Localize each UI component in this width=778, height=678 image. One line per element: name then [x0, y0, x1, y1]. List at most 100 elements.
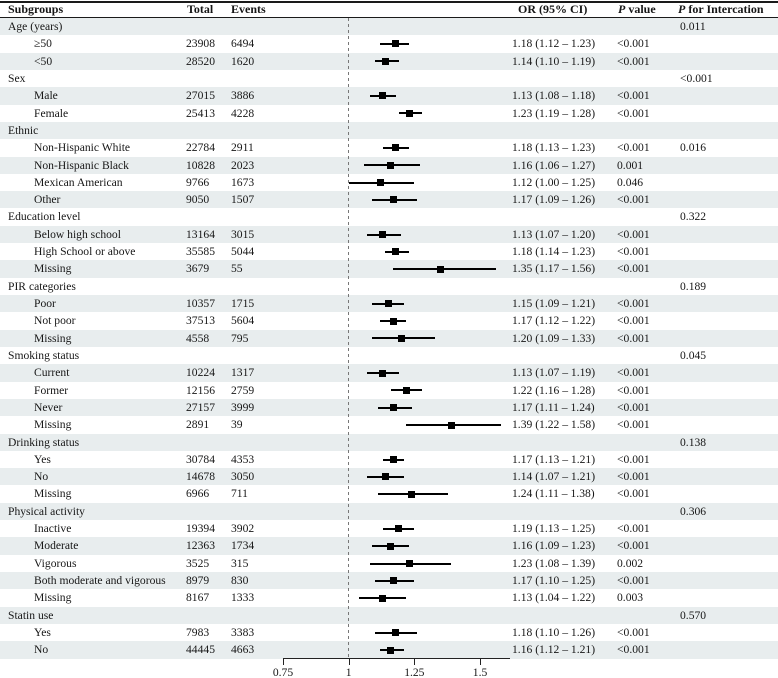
cell-total: 28520 [186, 54, 215, 68]
row-label: Non-Hispanic White [34, 141, 131, 155]
row-label: Age (years) [8, 20, 63, 33]
table-row: Non-Hispanic White 22784 2911 1.18 (1.13… [0, 139, 778, 156]
cell-events: 2759 [231, 383, 255, 397]
table-row: Moderate 12363 1734 1.16 (1.09 – 1.23) <… [0, 537, 778, 555]
row-label: Ethnic [8, 123, 39, 137]
cell-total: 8167 [186, 591, 210, 605]
table-row: Missing 4558 795 1.20 (1.09 – 1.33) <0.0… [0, 329, 778, 347]
cell-events: 830 [231, 574, 249, 587]
cell-p-value: <0.001 [617, 314, 650, 328]
row-label: Sex [8, 71, 26, 85]
table-row: Vigorous 3525 315 1.23 (1.08 – 1.39) 0.0… [0, 555, 778, 572]
cell-or-ci: 1.13 (1.04 – 1.22) [512, 591, 596, 605]
table-row: Both moderate and vigorous 8979 830 1.17… [0, 572, 778, 590]
cell-events: 6494 [231, 37, 255, 51]
cell-p-interaction: 0.306 [680, 504, 707, 518]
cell-events: 3015 [231, 227, 255, 241]
table-row: No 14678 3050 1.14 (1.07 – 1.21) <0.001 [0, 468, 778, 486]
table-row: Other 9050 1507 1.17 (1.09 – 1.26) <0.00… [0, 191, 778, 209]
row-label: Missing [34, 331, 72, 345]
cell-events: 2023 [231, 158, 255, 172]
cell-total: 4558 [186, 331, 210, 345]
cell-total: 10357 [186, 297, 215, 310]
cell-or-ci: 1.16 (1.12 – 1.21) [512, 643, 596, 657]
table-row: Physical activity 0.306 [0, 502, 778, 521]
row-label: Missing [34, 262, 72, 276]
cell-events: 39 [231, 418, 243, 432]
row-label: Smoking status [8, 348, 80, 362]
cell-total: 44445 [186, 643, 215, 657]
column-header-total: Total [187, 2, 214, 16]
table-row: Poor 10357 1715 1.15 (1.09 – 1.21) <0.00… [0, 295, 778, 313]
table-row: Ethnic [0, 121, 778, 140]
table-row: Male 27015 3886 1.13 (1.08 – 1.18) <0.00… [0, 87, 778, 105]
cell-p-value: <0.001 [617, 470, 650, 484]
row-label: Other [34, 193, 61, 207]
cell-total: 6966 [186, 487, 210, 501]
cell-events: 1333 [231, 591, 255, 605]
cell-or-ci: 1.35 (1.17 – 1.56) [512, 262, 596, 276]
cell-p-value: <0.001 [617, 245, 650, 259]
table-row: Yes 30784 4353 1.17 (1.13 – 1.21) <0.001 [0, 451, 778, 468]
column-header-p-interaction: P for Intercation [678, 2, 764, 16]
cell-p-value: <0.001 [617, 141, 650, 155]
table-row: Inactive 19394 3902 1.19 (1.13 – 1.25) <… [0, 520, 778, 537]
cell-p-value: <0.001 [617, 400, 650, 414]
cell-events: 1507 [231, 193, 255, 207]
cell-p-interaction: 0.189 [680, 279, 707, 293]
header-rule [0, 17, 778, 18]
axis-tick-label: 0.75 [272, 665, 294, 678]
cell-total: 9050 [186, 193, 210, 207]
cell-events: 4353 [231, 452, 255, 466]
cell-or-ci: 1.14 (1.10 – 1.19) [512, 54, 596, 68]
table-row: <50 28520 1620 1.14 (1.10 – 1.19) <0.001 [0, 52, 778, 70]
row-label: High School or above [34, 245, 136, 259]
cell-or-ci: 1.16 (1.06 – 1.27) [512, 158, 596, 172]
cell-or-ci: 1.23 (1.08 – 1.39) [512, 556, 596, 570]
table-row: Yes 7983 3383 1.18 (1.10 – 1.26) <0.001 [0, 624, 778, 641]
cell-total: 9766 [186, 175, 210, 189]
cell-total: 14678 [186, 470, 215, 484]
cell-or-ci: 1.23 (1.19 – 1.28) [512, 106, 596, 120]
top-rule [0, 1, 778, 3]
table-row: Statin use 0.570 [0, 606, 778, 624]
cell-p-value: <0.001 [617, 37, 650, 51]
cell-total: 12156 [186, 383, 215, 397]
table-row: Former 12156 2759 1.22 (1.16 – 1.28) <0.… [0, 382, 778, 399]
cell-events: 5604 [231, 314, 255, 328]
cell-events: 795 [231, 331, 249, 345]
row-label: <50 [34, 54, 53, 68]
axis-tick-label: 1.25 [404, 665, 425, 678]
cell-total: 7983 [186, 625, 210, 639]
table-row: Not poor 37513 5604 1.17 (1.12 – 1.22) <… [0, 312, 778, 329]
table-row: High School or above 35585 5044 1.18 (1.… [0, 243, 778, 260]
cell-or-ci: 1.20 (1.09 – 1.33) [512, 331, 596, 345]
row-label: Non-Hispanic Black [34, 158, 129, 172]
row-label: Missing [34, 591, 72, 605]
table-body: Age (years) 0.011 ≥50 23908 6494 1.18 (1… [0, 18, 778, 659]
cell-p-interaction: 0.138 [680, 435, 707, 449]
cell-events: 3050 [231, 470, 255, 484]
row-label: Never [34, 400, 63, 414]
row-label: Vigorous [34, 556, 77, 570]
cell-or-ci: 1.17 (1.13 – 1.21) [512, 452, 596, 466]
cell-p-value: <0.001 [617, 487, 650, 501]
cell-or-ci: 1.24 (1.11 – 1.38) [512, 487, 595, 501]
cell-p-value: <0.001 [617, 625, 650, 639]
row-label: Not poor [34, 314, 76, 328]
cell-or-ci: 1.13 (1.07 – 1.20) [512, 227, 596, 241]
row-label: Below high school [34, 227, 121, 241]
cell-events: 1620 [231, 54, 255, 68]
cell-events: 3902 [231, 522, 255, 536]
cell-or-ci: 1.17 (1.12 – 1.22) [512, 314, 596, 328]
row-label: Yes [34, 625, 51, 639]
cell-total: 30784 [186, 452, 215, 466]
cell-p-value: <0.001 [617, 383, 650, 397]
cell-p-value: 0.046 [617, 175, 644, 189]
cell-or-ci: 1.17 (1.11 – 1.24) [512, 400, 595, 414]
row-label: PIR categories [8, 279, 76, 293]
cell-or-ci: 1.14 (1.07 – 1.21) [512, 470, 596, 484]
cell-or-ci: 1.12 (1.00 – 1.25) [512, 175, 596, 189]
cell-events: 55 [231, 262, 243, 276]
row-label: Female [34, 106, 69, 120]
